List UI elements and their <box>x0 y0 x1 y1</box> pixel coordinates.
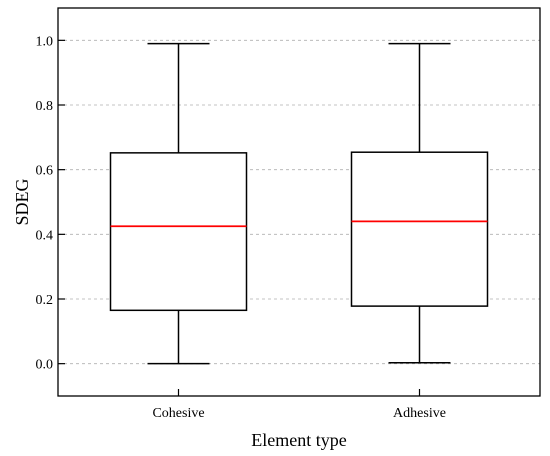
y-tick-label: 0.4 <box>36 228 54 243</box>
y-tick-label: 0.6 <box>36 164 54 179</box>
axis-ticks: 0.0 0.2 0.4 0.6 0.8 1.0 Cohesive Adhesive <box>36 34 446 421</box>
x-axis-title: Element type <box>251 430 346 450</box>
x-tick-label: Cohesive <box>152 406 204 421</box>
y-tick-label: 0.8 <box>36 99 54 114</box>
x-tick-label: Adhesive <box>393 406 446 421</box>
box-adhesive <box>350 42 489 364</box>
iqr-box <box>109 152 248 312</box>
y-tick-label: 0.2 <box>36 293 54 308</box>
boxes <box>109 42 489 365</box>
box-cohesive <box>109 42 248 365</box>
plot-frame <box>57 7 541 397</box>
y-tick-label: 0.0 <box>36 358 54 373</box>
y-axis-title: SDEG <box>12 178 32 225</box>
iqr-box <box>350 151 489 307</box>
y-tick-label: 1.0 <box>36 34 54 49</box>
